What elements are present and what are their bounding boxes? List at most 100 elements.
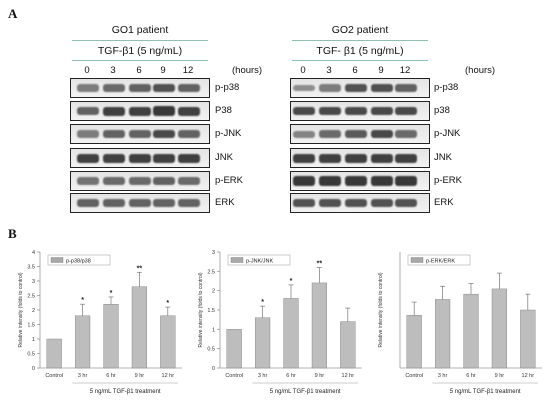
blot-band [293, 84, 315, 92]
bar [340, 321, 356, 369]
bar [255, 317, 271, 369]
legend-swatch [50, 257, 64, 263]
bar [311, 282, 327, 369]
bar [226, 329, 242, 369]
y-axis-label: Relative intensity (folds to control) [198, 272, 204, 347]
significance-mark: ** [317, 260, 323, 267]
hour-label: 12 [182, 65, 194, 76]
blot-band [319, 198, 341, 208]
blot-band [371, 106, 393, 116]
blot-band [345, 176, 367, 186]
bar [103, 303, 119, 369]
x-tick-label: 6 hr [466, 373, 476, 379]
y-tick-label: 3.5 [27, 265, 35, 271]
x-tick-label: 9 hr [495, 373, 505, 379]
chart-p-p38: 0 0.5 1 1.5 2 2.5 3 3.5 4 Relative intensity (fol… [18, 250, 182, 395]
legend-box [47, 254, 111, 266]
blot-band [129, 84, 151, 92]
blot-band [178, 153, 200, 163]
blot-band [395, 130, 417, 138]
blot-strip [290, 193, 430, 213]
x-tick-label: 12 hr [342, 373, 355, 379]
hours-axis: 0 3 6 9 12 (hours) [0, 65, 262, 77]
blot-band [103, 84, 125, 92]
blot-row-label: P38 [215, 105, 232, 116]
bar [435, 299, 451, 369]
blot-band [395, 176, 417, 186]
blot-row-label: p-JNK [434, 128, 461, 139]
blot-band [345, 129, 367, 139]
blot-band [395, 106, 417, 116]
significance-mark: ** [137, 265, 143, 272]
blot-row-label: p-p38 [434, 82, 459, 93]
blot-band [319, 153, 341, 163]
blot-band [178, 130, 200, 138]
blot-strip [70, 78, 210, 98]
legend: p-JNK/JNK [227, 254, 291, 266]
legend-swatch [230, 257, 244, 263]
blot-strip [70, 193, 210, 213]
blot-band [77, 199, 99, 207]
blot-band [319, 176, 341, 186]
blot-band [153, 177, 175, 185]
bar [463, 293, 479, 369]
bar [406, 315, 422, 369]
blot-band [129, 153, 151, 163]
y-tick-label: 2 [32, 308, 35, 314]
blot-strip [70, 148, 210, 168]
y-tick-label: 0.5 [207, 347, 215, 353]
legend-swatch [410, 257, 424, 263]
significance-mark: * [110, 290, 113, 297]
significance-mark: * [166, 300, 169, 307]
hour-label: 12 [399, 65, 411, 76]
x-tick-label: 12 hr [162, 373, 175, 379]
x-axis-label: 5 ng/mL TGF-β1 treatment [90, 389, 161, 395]
y-axis-label: Relative intensity (folds to control) [378, 272, 384, 347]
significance-mark: * [81, 297, 84, 304]
blot-treatment-title: TGF- β1 (5 ng/mL) [316, 45, 404, 57]
hour-label: 0 [300, 65, 306, 76]
x-tick-label: 12 hr [522, 373, 535, 379]
legend: p-ERK/ERK [407, 254, 471, 266]
y-axis-label: Relative intensity (folds to control) [18, 272, 24, 347]
blot-band [319, 106, 341, 116]
blot-band [371, 153, 393, 163]
blot-strip [290, 101, 430, 121]
bar [75, 315, 91, 369]
x-tick-label: 9 hr [135, 373, 145, 379]
divider [72, 40, 208, 41]
blot-row-label: JNK [434, 152, 452, 163]
divider [292, 60, 428, 61]
hour-label: 6 [352, 65, 358, 76]
blot-band [371, 198, 393, 208]
blot-band [103, 106, 125, 116]
blot-band [153, 83, 175, 93]
panel-a-letter: A [8, 6, 18, 21]
blot-strip [290, 124, 430, 144]
bar [283, 298, 299, 369]
y-tick-label: 4 [32, 250, 35, 256]
y-tick-label: 0 [212, 366, 215, 372]
x-tick-label: 9 hr [315, 373, 325, 379]
hour-label: 0 [84, 65, 90, 76]
blot-row-label: p-JNK [215, 128, 242, 139]
blot-row-label: ERK [434, 197, 454, 208]
legend-label: p-ERK/ERK [426, 259, 455, 265]
blot-row-label: p-p38 [215, 82, 240, 93]
blot-band [103, 177, 125, 185]
bar [46, 338, 62, 369]
blot-band [319, 130, 341, 138]
blot-band [129, 130, 151, 138]
x-axis-label: 5 ng/mL TGF-β1 treatment [450, 389, 521, 395]
x-tick-label: 3 hr [438, 373, 448, 379]
blot-band [395, 198, 417, 208]
panel-b-letter: B [8, 226, 17, 241]
blot-band [293, 106, 315, 116]
significance-mark: * [290, 278, 293, 285]
y-tick-label: 1 [212, 327, 215, 333]
legend-box [227, 254, 291, 266]
blot-band [178, 84, 200, 92]
blot-band [293, 198, 315, 208]
y-tick-label: 2.5 [27, 294, 35, 300]
x-tick-label: 3 hr [258, 373, 268, 379]
